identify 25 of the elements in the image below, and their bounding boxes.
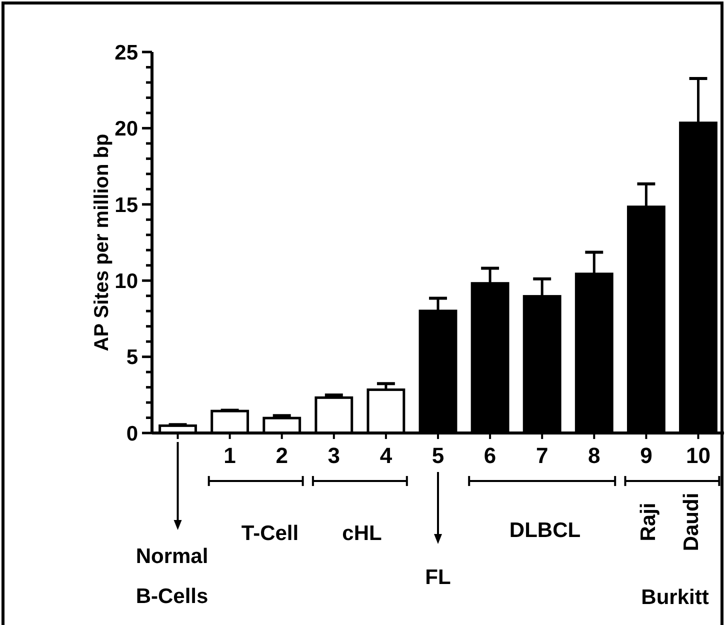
x-tick-label: 10 xyxy=(686,443,710,468)
x-tick-label: 3 xyxy=(328,443,340,468)
text: Raji xyxy=(637,502,660,542)
y-tick-label: 25 xyxy=(114,41,138,64)
y-tick-label: 5 xyxy=(126,346,138,370)
text: Daudi xyxy=(680,492,703,552)
x-tick-label: 4 xyxy=(380,443,393,468)
x-tick-label: 7 xyxy=(536,443,548,468)
x-tick-label: 2 xyxy=(276,443,288,468)
text: Burkitt xyxy=(641,586,709,609)
text: T-Cell xyxy=(241,522,299,545)
x-tick-label: 9 xyxy=(640,443,652,468)
x-tick-label: 8 xyxy=(588,443,600,468)
x-tick-label: 6 xyxy=(484,443,496,468)
text: FL xyxy=(425,566,451,589)
x-tick-label: 5 xyxy=(432,443,444,468)
x-tick-label: 1 xyxy=(224,443,236,468)
y-tick-label: 15 xyxy=(114,194,138,217)
text: cHL xyxy=(342,522,382,545)
y-tick-label: 20 xyxy=(114,118,138,141)
y-tick-label: 0 xyxy=(126,422,138,446)
y-axis-title: AP Sites per million bp xyxy=(91,134,113,352)
text: Normal B-Cells xyxy=(136,545,208,608)
text: DLBCL xyxy=(509,519,581,542)
y-tick-label: 10 xyxy=(114,270,138,293)
